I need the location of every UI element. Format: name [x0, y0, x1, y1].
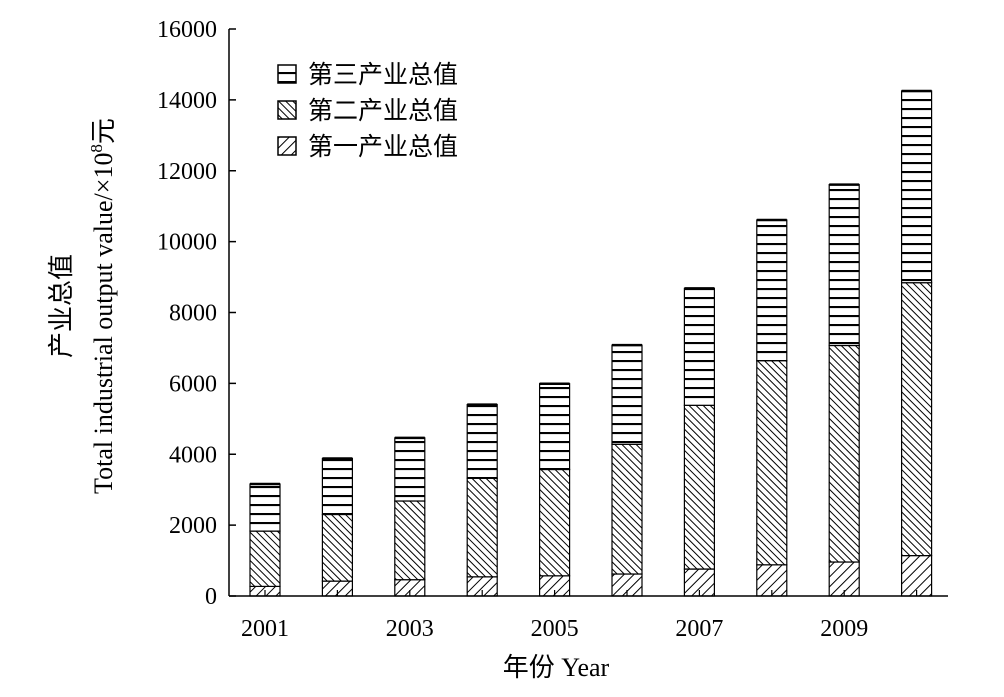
bar-2008-series-3	[756, 219, 788, 362]
bar-2001-series-2	[249, 530, 281, 587]
y-axis-title-unit: 元	[89, 118, 118, 144]
y-axis-title-cn: 产业总值	[47, 254, 76, 358]
bar-2002-series-3	[321, 457, 353, 516]
y-tick-label-2000: 2000	[169, 513, 217, 539]
legend-label-1: 第一产业总值	[308, 133, 458, 161]
bar-2001-series-3	[249, 483, 281, 532]
x-tick-label-2003: 2003	[386, 616, 434, 642]
bar-2008-series-2	[756, 360, 788, 566]
bar-2002-series-2	[321, 513, 353, 582]
y-tick-label-0: 0	[205, 584, 217, 610]
bar-2003-series-2	[394, 500, 426, 581]
bar-2010-series-2	[900, 282, 933, 557]
x-axis-title: 年份 Year	[503, 653, 610, 682]
bar-2004-series-3	[466, 404, 498, 479]
legend-swatch-2	[277, 100, 297, 120]
y-tick-label-14000: 14000	[157, 88, 217, 114]
y-tick-label-10000: 10000	[157, 230, 217, 256]
y-axis-title-en: Total industrial output value/×108元	[87, 118, 118, 494]
bar-2007-series-2	[683, 404, 716, 570]
y-axis-title-exponent: 8	[87, 144, 106, 153]
bar-2005-series-2	[538, 468, 571, 577]
bar-2006-series-2	[611, 443, 643, 575]
y-tick-label-12000: 12000	[157, 159, 217, 185]
legend-label-3: 第三产业总值	[308, 61, 458, 89]
x-tick-label-2009: 2009	[820, 616, 868, 642]
bar-2009-series-3	[828, 184, 860, 347]
x-tick-label-2007: 2007	[675, 616, 723, 642]
bar-2010-series-1	[900, 554, 933, 597]
legend-swatch-3	[277, 64, 297, 84]
x-tick-label-2005: 2005	[531, 616, 579, 642]
bar-2004-series-2	[466, 477, 498, 578]
x-tick-label-2001: 2001	[241, 616, 289, 642]
y-tick-label-6000: 6000	[169, 371, 217, 397]
bar-2006-series-3	[611, 344, 643, 445]
y-tick-label-16000: 16000	[157, 17, 217, 43]
y-axis-title-en-main: Total industrial output value/×10	[89, 153, 118, 494]
bars-group	[249, 89, 933, 597]
y-tick-labels: 0 2000 4000 6000 8000 10000 12000 14000 16000	[157, 17, 217, 610]
axes-group	[228, 28, 948, 597]
bar-2007-series-3	[683, 287, 716, 406]
bar-2009-series-2	[828, 344, 860, 563]
legend-swatch-1	[277, 136, 297, 156]
y-tick-label-8000: 8000	[169, 301, 217, 327]
bar-2010-series-3	[900, 90, 933, 284]
bar-2005-series-3	[538, 383, 571, 471]
x-tick-labels: 2001 2003 2005 2007 2009	[241, 616, 868, 642]
y-tick-label-4000: 4000	[169, 442, 217, 468]
legend-label-2: 第二产业总值	[308, 97, 458, 125]
bar-2003-series-3	[394, 437, 426, 502]
y-axis-title: 产业总值 Total industrial output value/×108元	[47, 118, 118, 494]
